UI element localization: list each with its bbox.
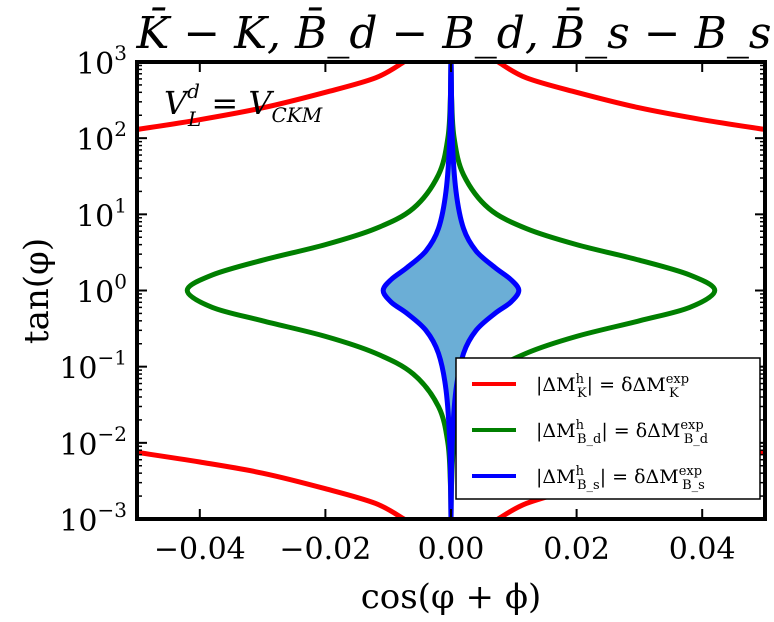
annotation-rest: = V	[201, 84, 274, 122]
y-tick-label: 10−2	[59, 422, 127, 463]
y-tick-label: 100	[76, 270, 127, 311]
x-axis: −0.04 −0.02 0.00 0.02 0.04	[154, 62, 736, 567]
x-tick-label: −0.02	[279, 532, 371, 567]
series-line-1-0	[184, 62, 718, 519]
legend-label-2: |ΔMh B_s| = δΔMexp B_s	[536, 464, 705, 493]
series-line-2-0	[380, 62, 522, 519]
y-tick-label: 10−3	[59, 498, 127, 539]
series-line-0-2	[137, 449, 407, 519]
x-tick-label: 0.00	[418, 532, 485, 567]
series-fill-2	[383, 62, 519, 519]
series-line-0-1	[495, 62, 765, 132]
x-tick-label: 0.04	[669, 532, 736, 567]
x-axis-label: cos(φ + ϕ)	[361, 577, 542, 617]
series-line-0-0	[137, 62, 407, 132]
chart-title: K̄ − K, B̄_d − B_d, B̄_s − B_s	[135, 6, 771, 59]
y-axis: 10−3 10−2 10−1 100 101 102 103	[59, 41, 765, 539]
annotation-sub: L	[187, 107, 201, 131]
x-tick-label: −0.04	[154, 532, 246, 567]
x-tick-label: 0.02	[543, 532, 610, 567]
y-tick-label: 101	[76, 193, 127, 234]
legend-label-1: |ΔMh B_d| = δΔMexp B_d	[536, 418, 708, 447]
y-tick-label: 10−1	[59, 346, 127, 387]
plot-area	[137, 62, 765, 519]
y-tick-label: 102	[76, 117, 127, 158]
legend: |ΔMh K| = δΔMexp K |ΔMh B_d| = δΔMexp B_d |ΔMh…	[455, 357, 761, 500]
y-tick-label: 103	[76, 41, 127, 82]
annotation-rest-sub: CKM	[271, 103, 322, 127]
annotation-sup: d	[187, 79, 200, 103]
annotation-v: V	[164, 84, 190, 122]
y-axis-label: tan(φ)	[17, 238, 57, 344]
legend-label-0: |ΔMh K| = δΔMexp K	[536, 372, 689, 401]
annotation: Vd L = VCKM	[164, 79, 323, 131]
